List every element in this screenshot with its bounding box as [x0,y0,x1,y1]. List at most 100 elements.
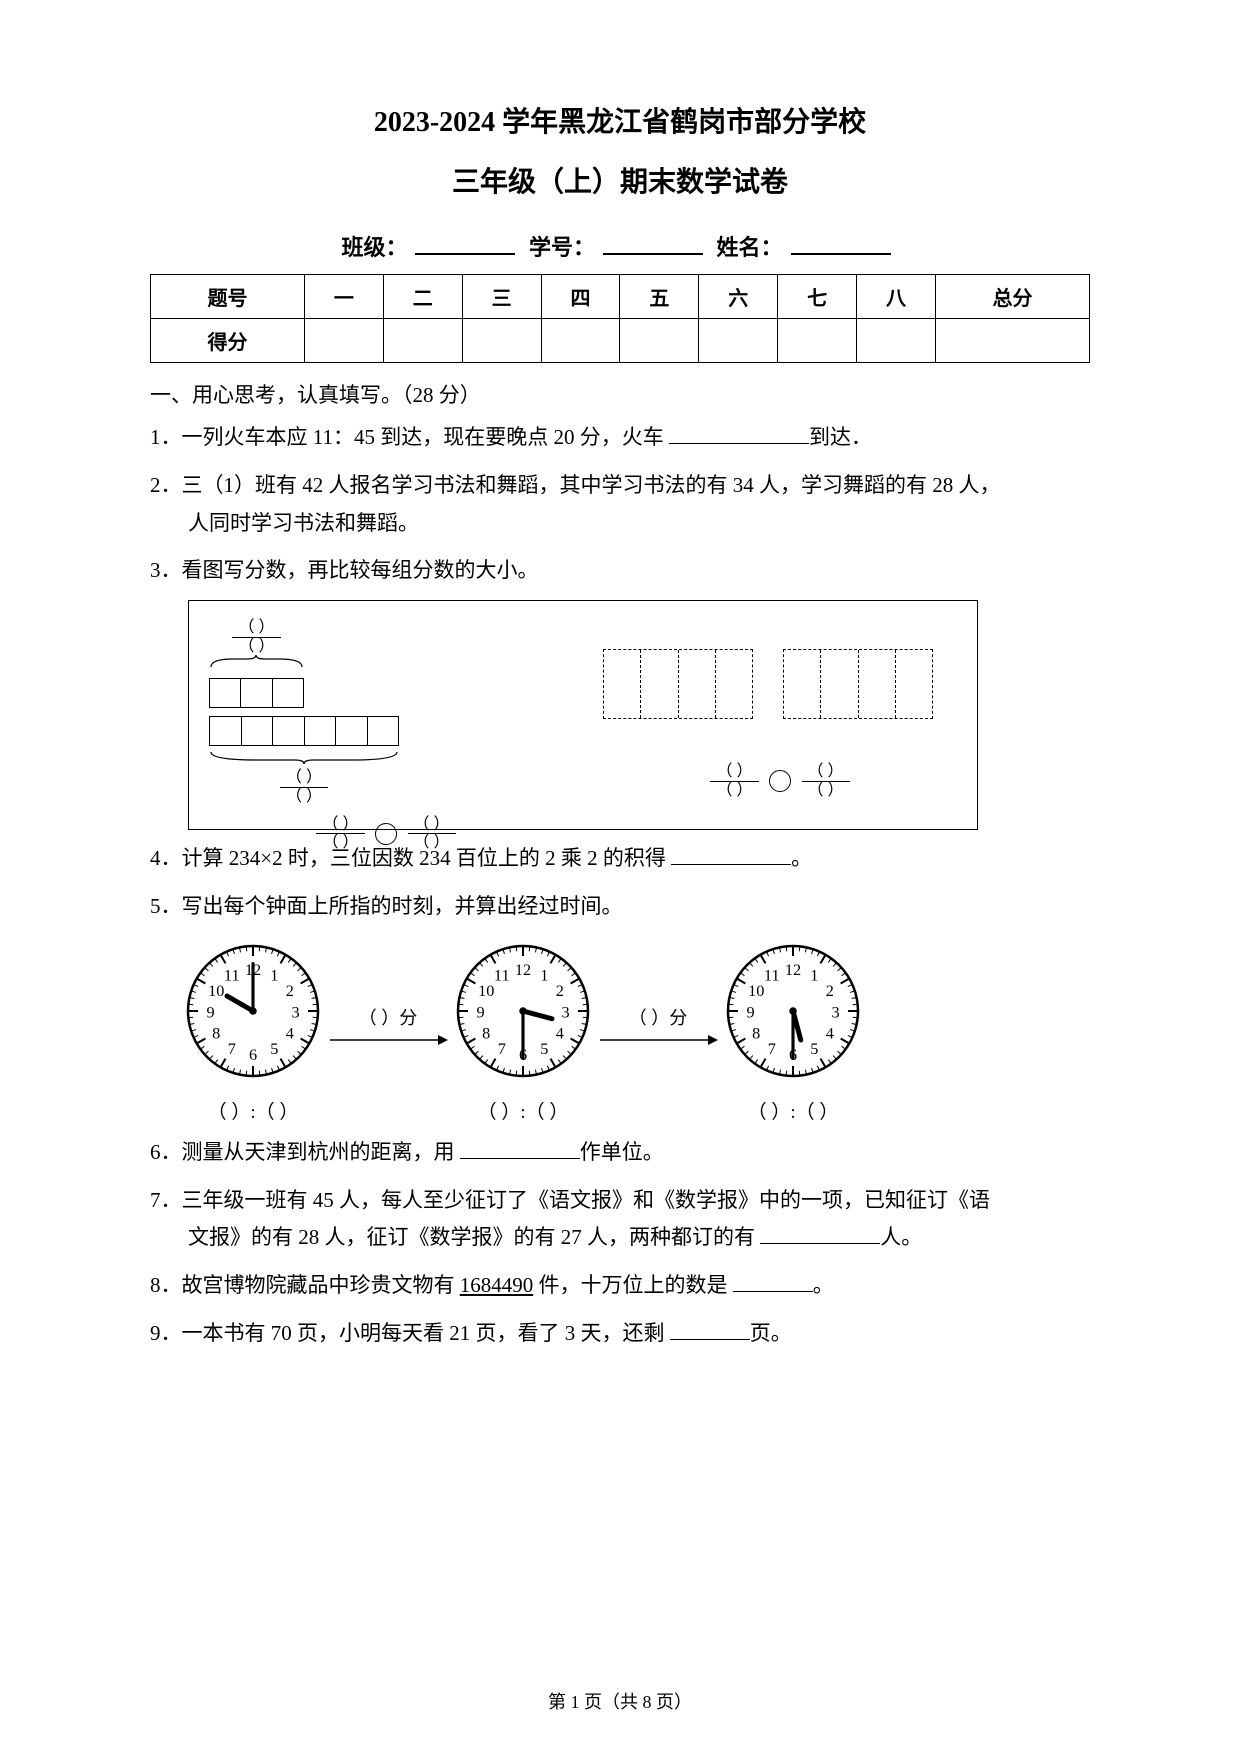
col-1: 一 [304,275,383,319]
svg-text:9: 9 [206,1003,214,1021]
id-label: 学号： [529,235,595,260]
q8-suffix: 。 [813,1273,834,1297]
class-blank[interactable] [415,233,515,255]
q9-blank[interactable] [670,1322,750,1340]
question-8: 8．故宫博物院藏品中珍贵文物有 1684490 件，十万位上的数是 。 [150,1267,1090,1305]
q1-blank[interactable] [669,426,809,444]
cmp-den: （ ） [316,834,364,852]
q6-blank[interactable] [460,1141,580,1159]
svg-text:4: 4 [826,1024,834,1042]
svg-text:7: 7 [228,1040,236,1058]
q8-blank[interactable] [733,1274,813,1292]
svg-text:7: 7 [498,1040,506,1058]
q6-suffix: 作单位。 [580,1140,664,1164]
score-table: 题号 一 二 三 四 五 六 七 八 总分 得分 [150,274,1090,363]
question-6: 6．测量从天津到杭州的距离，用 作单位。 [150,1134,1090,1172]
class-label: 班级： [341,235,407,260]
time-blank-3[interactable]: （ ）:（ ） [718,1097,868,1124]
q7-blank[interactable] [760,1226,880,1244]
svg-text:1: 1 [540,966,548,984]
clock-1: 123456789101112 （ ）:（ ） [178,936,328,1124]
svg-text:5: 5 [270,1040,278,1058]
cmp-den: （ ） [408,834,456,852]
svg-text:5: 5 [540,1040,548,1058]
arrow-gap-2: （ ）分 [598,1004,718,1055]
q8-mid: 件，十万位上的数是 [533,1273,733,1297]
score-cell[interactable] [383,319,462,363]
q3-figure-right: （ ）（ ） （ ）（ ） [583,601,977,829]
q4-blank[interactable] [671,847,791,865]
time-blank-1[interactable]: （ ）:（ ） [178,1097,328,1124]
q8-number: 1684490 [460,1273,534,1297]
q3-figure: （ ）（ ） （ ）（ ） （ ）（ ） （ ）（ ） [188,600,978,830]
left-brace-top: （ ）（ ） [209,619,304,655]
question-5: 5．写出每个钟面上所指的时刻，并算出经过时间。 [150,888,1090,926]
score-cell[interactable] [541,319,620,363]
page-footer: 第 1 页（共 8 页） [0,1688,1240,1714]
cmp-num: （ ） [316,816,364,835]
q3-figure-left: （ ）（ ） （ ）（ ） （ ）（ ） （ ）（ ） [189,601,583,829]
arrow-icon [328,1030,448,1050]
q4-suffix: 。 [791,846,812,870]
svg-text:11: 11 [494,966,510,984]
svg-text:2: 2 [556,982,564,1000]
svg-text:1: 1 [270,966,278,984]
svg-text:8: 8 [212,1024,220,1042]
brace-icon [209,750,399,764]
q7-line2-suf: 人。 [880,1225,922,1249]
svg-text:4: 4 [556,1024,564,1042]
question-9: 9．一本书有 70 页，小明每天看 21 页，看了 3 天，还剩 页。 [150,1315,1090,1353]
clock-row: 123456789101112 （ ）:（ ） （ ）分 12345678910… [178,936,1090,1124]
score-cell[interactable] [304,319,383,363]
name-label: 姓名： [717,235,783,260]
svg-text:5: 5 [810,1040,818,1058]
score-value-row: 得分 [151,319,1090,363]
name-blank[interactable] [791,233,891,255]
q5-text: 5．写出每个钟面上所指的时刻，并算出经过时间。 [150,894,623,918]
brace-icon [209,655,304,669]
frac-den: （ ） [280,788,328,806]
col-total: 总分 [935,275,1089,319]
q1-suffix: 到达． [809,425,872,449]
col-5: 五 [620,275,699,319]
frac-num: （ ） [280,769,328,788]
clock-3: 123456789101112 （ ）:（ ） [718,936,868,1124]
dashed-grid-left [603,649,753,719]
score-cell[interactable] [778,319,857,363]
left-brace-bottom: （ ）（ ） [209,769,399,805]
cmp-den: （ ） [802,782,850,800]
col-6: 六 [699,275,778,319]
arrow-gap-1: （ ）分 [328,1004,448,1055]
svg-text:3: 3 [561,1003,569,1021]
comparison-circle[interactable] [769,770,791,792]
score-cell[interactable] [857,319,936,363]
col-8: 八 [857,275,936,319]
clock-face-icon: 123456789101112 [448,936,598,1086]
q8-prefix: 8．故宫博物院藏品中珍贵文物有 [150,1273,460,1297]
svg-text:11: 11 [224,966,240,984]
score-cell[interactable] [935,319,1089,363]
svg-text:4: 4 [286,1024,294,1042]
score-cell[interactable] [699,319,778,363]
col-7: 七 [778,275,857,319]
score-cell[interactable] [462,319,541,363]
comparison-circle[interactable] [375,823,397,845]
svg-text:11: 11 [764,966,780,984]
id-blank[interactable] [603,233,703,255]
q2-line2: 人同时学习书法和舞蹈。 [150,511,419,535]
arrow-label: （ ）分 [359,1008,418,1028]
right-comparison: （ ）（ ） （ ）（ ） [603,763,957,799]
svg-text:6: 6 [249,1046,257,1064]
score-cell[interactable] [620,319,699,363]
svg-text:12: 12 [515,961,531,979]
svg-text:2: 2 [286,982,294,1000]
left-comparison: （ ）（ ） （ ）（ ） [209,816,563,852]
student-info-line: 班级： 学号： 姓名： [150,230,1090,262]
svg-text:10: 10 [208,982,224,1000]
row-label: 得分 [151,319,305,363]
time-blank-2[interactable]: （ ）:（ ） [448,1097,598,1124]
q9-suffix: 页。 [750,1321,792,1345]
svg-text:10: 10 [478,982,494,1000]
cmp-num: （ ） [802,763,850,782]
svg-text:7: 7 [768,1040,776,1058]
